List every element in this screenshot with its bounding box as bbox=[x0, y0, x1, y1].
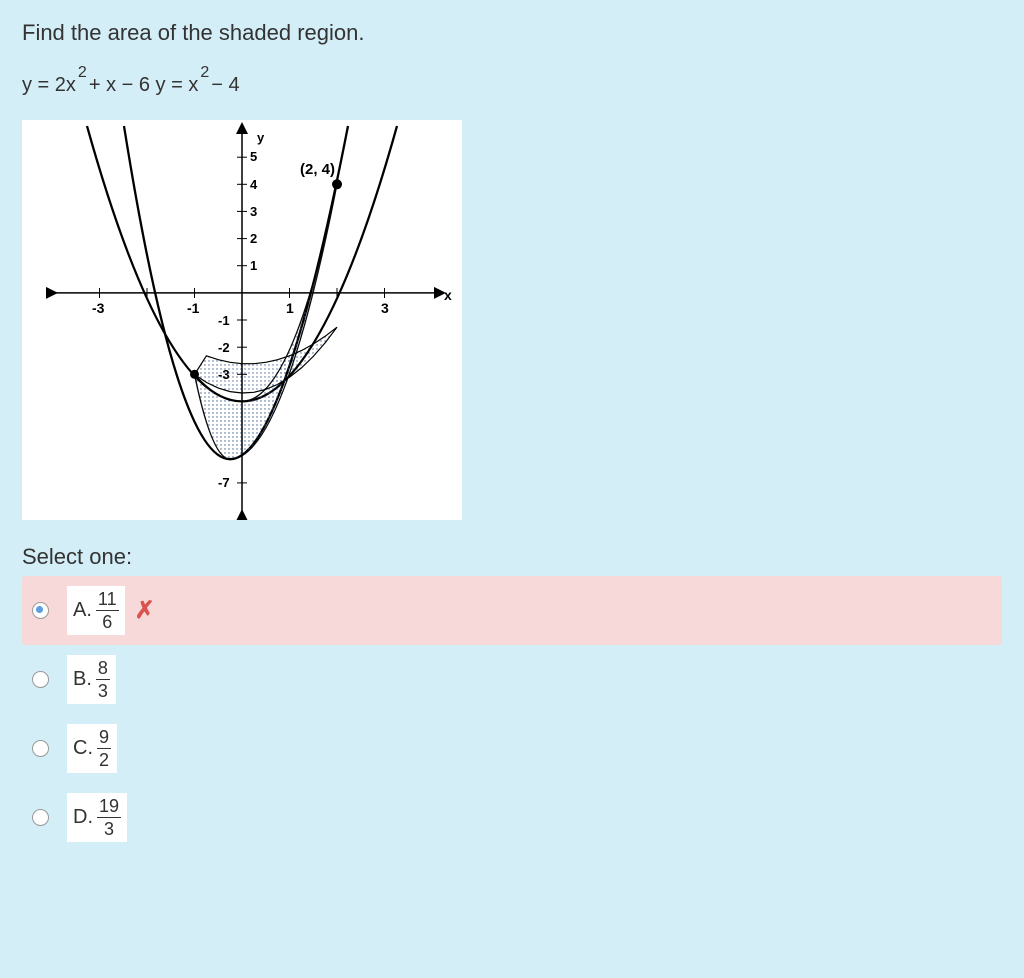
graph-container: -3 -1 1 3 x 5 4 3 2 1 -1 -2 -3 bbox=[22, 120, 462, 520]
option-c-fraction: 9 2 bbox=[97, 728, 111, 769]
radio-b[interactable] bbox=[32, 671, 49, 688]
svg-text:-2: -2 bbox=[218, 340, 230, 355]
svg-text:1: 1 bbox=[250, 258, 257, 273]
question-text: Find the area of the shaded region. bbox=[22, 20, 1002, 46]
select-one-label: Select one: bbox=[22, 544, 1002, 570]
svg-text:-3: -3 bbox=[218, 367, 230, 382]
svg-text:1: 1 bbox=[286, 300, 294, 316]
intersection-point-1 bbox=[190, 370, 199, 379]
option-d-den: 3 bbox=[102, 818, 116, 838]
svg-text:5: 5 bbox=[250, 149, 257, 164]
option-b-den: 3 bbox=[96, 680, 110, 700]
equation-line: y = 2x2 + x − 6 y = x2 − 4 bbox=[22, 74, 1002, 114]
option-d-label: D. 19 3 bbox=[67, 793, 127, 842]
option-a-letter: A. bbox=[73, 599, 92, 622]
option-b-label: B. 8 3 bbox=[67, 655, 116, 704]
point-label: (2, 4) bbox=[300, 161, 335, 178]
shaded-region2 bbox=[195, 184, 338, 459]
svg-text:-1: -1 bbox=[187, 300, 200, 316]
svg-text:2: 2 bbox=[250, 231, 257, 246]
option-c-den: 2 bbox=[97, 749, 111, 769]
svg-text:3: 3 bbox=[381, 300, 389, 316]
radio-d[interactable] bbox=[32, 809, 49, 826]
option-a[interactable]: A. 11 6 ✗ bbox=[22, 576, 1002, 645]
incorrect-x-icon: ✗ bbox=[135, 596, 155, 625]
svg-text:-1: -1 bbox=[218, 313, 230, 328]
eq-part-1: y = 2x bbox=[22, 74, 76, 97]
intersection-point-2 bbox=[332, 179, 342, 189]
option-b[interactable]: B. 8 3 bbox=[22, 645, 1002, 714]
option-c-num: 9 bbox=[97, 728, 111, 749]
eq-sup-1: 2 bbox=[78, 64, 87, 81]
shaded-region-fill bbox=[195, 327, 338, 393]
radio-c[interactable] bbox=[32, 740, 49, 757]
x-ticks: -3 -1 1 3 x bbox=[92, 287, 452, 316]
svg-text:4: 4 bbox=[250, 177, 258, 192]
option-c-label: C. 9 2 bbox=[67, 724, 117, 773]
option-d-letter: D. bbox=[73, 806, 93, 829]
radio-a[interactable] bbox=[32, 602, 49, 619]
eq-part-3: − 4 bbox=[211, 74, 239, 97]
eq-part-2: + x − 6 y = x bbox=[89, 74, 199, 97]
option-c[interactable]: C. 9 2 bbox=[22, 714, 1002, 783]
option-a-fraction: 11 6 bbox=[96, 590, 119, 631]
option-d-fraction: 19 3 bbox=[97, 797, 121, 838]
svg-text:3: 3 bbox=[250, 204, 257, 219]
option-a-den: 6 bbox=[100, 611, 114, 631]
svg-text:-7: -7 bbox=[218, 475, 230, 490]
y-axis-label: y bbox=[257, 130, 265, 145]
x-axis-label: x bbox=[444, 287, 452, 303]
option-b-fraction: 8 3 bbox=[96, 659, 110, 700]
option-d-num: 19 bbox=[97, 797, 121, 818]
option-b-num: 8 bbox=[96, 659, 110, 680]
graph-svg: -3 -1 1 3 x 5 4 3 2 1 -1 -2 -3 bbox=[32, 120, 452, 520]
option-a-label: A. 11 6 bbox=[67, 586, 125, 635]
svg-text:-3: -3 bbox=[92, 300, 105, 316]
option-b-letter: B. bbox=[73, 668, 92, 691]
option-c-letter: C. bbox=[73, 737, 93, 760]
eq-sup-2: 2 bbox=[200, 64, 209, 81]
option-a-num: 11 bbox=[96, 590, 119, 611]
option-d[interactable]: D. 19 3 bbox=[22, 783, 1002, 852]
